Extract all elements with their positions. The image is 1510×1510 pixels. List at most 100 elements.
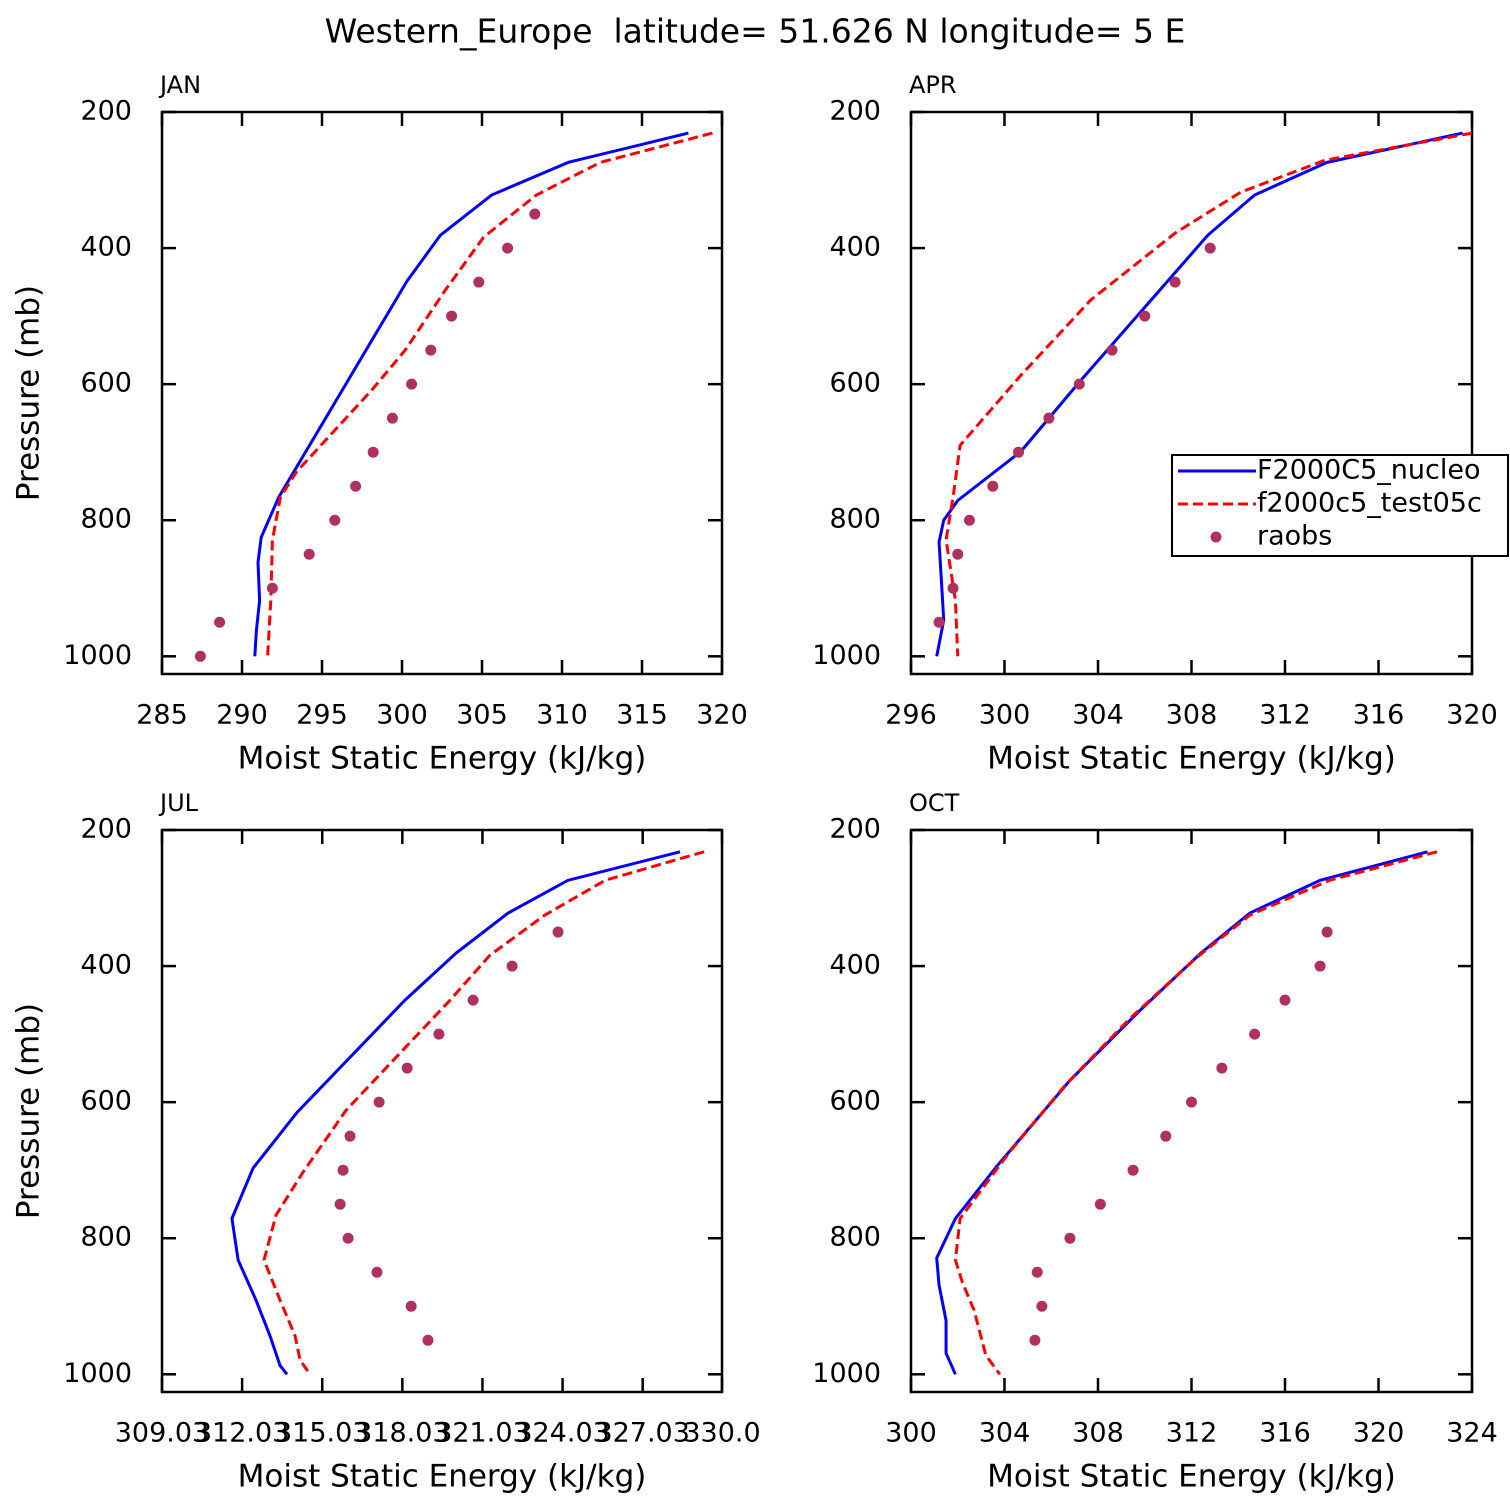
x-tick-label: 308 — [1072, 1418, 1124, 1449]
profile-line — [953, 850, 1438, 1376]
raobs-point — [506, 960, 518, 972]
profile-line — [944, 131, 1473, 657]
x-tick-label: 327.03 — [595, 1418, 689, 1449]
y-tick-label: 1000 — [63, 640, 132, 671]
y-tick-label: 600 — [829, 1086, 881, 1117]
x-tick-label: 304 — [1072, 700, 1124, 731]
x-axis-label: Moist Static Energy (kJ/kg) — [238, 1459, 647, 1495]
y-tick-label: 800 — [829, 504, 881, 535]
x-axis-label: Moist Static Energy (kJ/kg) — [987, 741, 1396, 777]
raobs-point — [529, 208, 541, 220]
raobs-point — [467, 994, 479, 1006]
raobs-point — [350, 480, 362, 492]
raobs-point — [342, 1232, 354, 1244]
raobs-point — [405, 1300, 417, 1312]
y-tick-label: 600 — [80, 368, 132, 399]
raobs-point — [266, 582, 278, 594]
raobs-point — [552, 926, 564, 938]
y-tick-label: 1000 — [63, 1358, 132, 1389]
raobs-point — [1321, 926, 1333, 938]
x-tick-label: 320 — [1446, 700, 1498, 731]
x-tick-label: 305 — [456, 700, 508, 731]
y-tick-label: 400 — [829, 232, 881, 263]
x-tick-label: 315.03 — [275, 1418, 369, 1449]
y-tick-label: 200 — [80, 814, 132, 845]
y-tick-label: 600 — [80, 1086, 132, 1117]
raobs-point — [933, 616, 945, 628]
raobs-point — [337, 1164, 349, 1176]
x-tick-label: 320 — [696, 700, 748, 731]
panel-title: APR — [909, 71, 957, 99]
y-tick-label: 200 — [829, 96, 881, 127]
raobs-point — [386, 412, 398, 424]
raobs-point — [329, 514, 341, 526]
x-tick-label: 318.03 — [355, 1418, 449, 1449]
x-tick-label: 295 — [296, 700, 348, 731]
raobs-point — [1169, 276, 1181, 288]
x-tick-label: 312 — [1166, 1418, 1218, 1449]
x-tick-label: 300 — [885, 1418, 937, 1449]
x-tick-label: 300 — [979, 700, 1031, 731]
raobs-point — [1043, 412, 1055, 424]
raobs-point — [194, 650, 206, 662]
raobs-point — [1249, 1028, 1261, 1040]
raobs-point — [1127, 1164, 1139, 1176]
y-tick-label: 800 — [80, 504, 132, 535]
x-axis-label: Moist Static Energy (kJ/kg) — [987, 1459, 1396, 1495]
y-tick-label: 200 — [80, 96, 132, 127]
raobs-point — [367, 446, 379, 458]
raobs-point — [1106, 344, 1118, 356]
panel-title: JAN — [158, 71, 201, 99]
legend-label: raobs — [1257, 521, 1332, 552]
x-tick-label: 312.03 — [195, 1418, 289, 1449]
raobs-point — [1029, 1334, 1041, 1346]
raobs-point — [303, 548, 315, 560]
raobs-point — [1036, 1300, 1048, 1312]
x-tick-label: 321.03 — [435, 1418, 529, 1449]
x-tick-label: 324 — [1446, 1418, 1498, 1449]
x-tick-label: 316 — [1259, 1418, 1311, 1449]
x-tick-label: 304 — [979, 1418, 1031, 1449]
raobs-point — [1314, 960, 1326, 972]
panel-title: JUL — [158, 789, 199, 817]
y-tick-label: 200 — [829, 814, 881, 845]
x-tick-label: 300 — [376, 700, 428, 731]
y-tick-label: 400 — [80, 950, 132, 981]
plot-frame — [160, 828, 724, 1394]
x-tick-label: 312 — [1259, 700, 1311, 731]
y-axis-label: Pressure (mb) — [11, 285, 47, 501]
y-axis-label: Pressure (mb) — [11, 1003, 47, 1219]
x-tick-label: 309.03 — [115, 1418, 209, 1449]
x-tick-label: 315 — [616, 700, 668, 731]
x-tick-label: 320 — [1353, 1418, 1405, 1449]
x-tick-label: 285 — [136, 700, 188, 731]
raobs-point — [1064, 1232, 1076, 1244]
raobs-point — [1139, 310, 1151, 322]
profile-line — [253, 131, 689, 657]
raobs-point — [952, 548, 964, 560]
raobs-point — [1094, 1198, 1106, 1210]
raobs-point — [433, 1028, 445, 1040]
raobs-point — [1013, 446, 1025, 458]
x-tick-label: 308 — [1166, 700, 1218, 731]
legend-label: f2000c5_test05c — [1257, 488, 1482, 519]
y-tick-label: 400 — [80, 232, 132, 263]
plot-frame — [160, 110, 724, 676]
raobs-point — [334, 1198, 346, 1210]
raobs-point — [425, 344, 437, 356]
raobs-point — [963, 514, 975, 526]
raobs-point — [406, 378, 418, 390]
profile-line — [230, 850, 681, 1376]
x-tick-label: 290 — [216, 700, 268, 731]
y-tick-label: 800 — [829, 1222, 881, 1253]
panel-title: OCT — [909, 789, 960, 817]
raobs-point — [502, 242, 514, 254]
raobs-point — [947, 582, 959, 594]
raobs-point — [1031, 1266, 1043, 1278]
plot-frame — [909, 110, 1474, 676]
raobs-point — [401, 1062, 413, 1074]
raobs-point — [473, 276, 485, 288]
raobs-point — [1204, 242, 1216, 254]
raobs-point — [446, 310, 458, 322]
profile-line — [935, 131, 1463, 657]
